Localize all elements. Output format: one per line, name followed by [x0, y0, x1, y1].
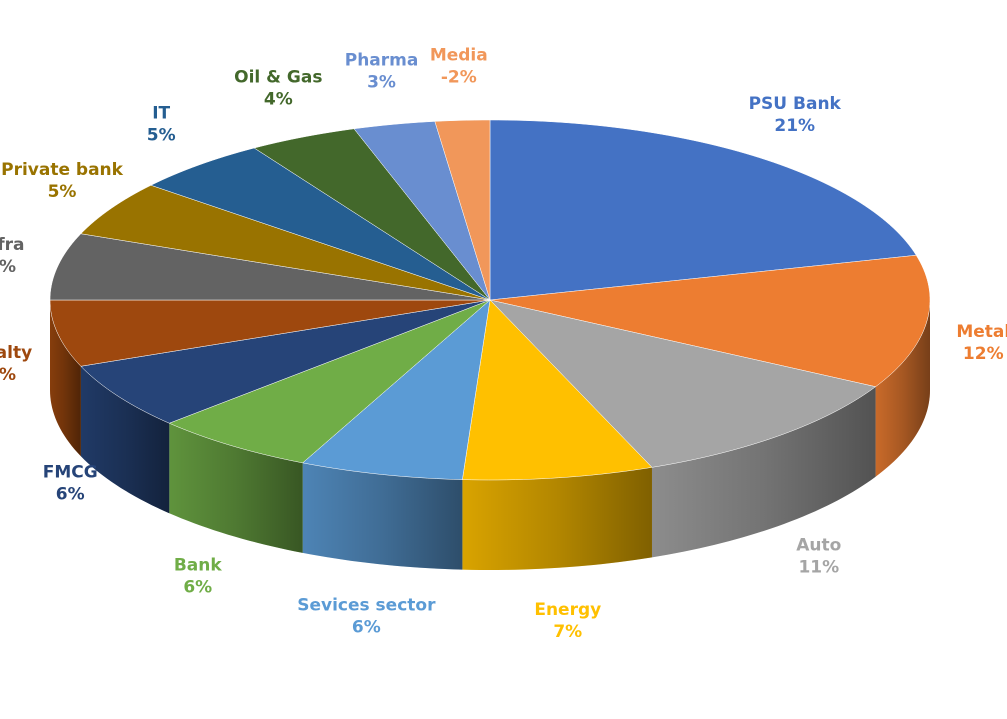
category-label: Realty [0, 343, 32, 363]
pie-slice [489, 254, 931, 387]
pie-tops [49, 119, 931, 481]
pie-slice [168, 299, 491, 464]
value-label: 12% [963, 344, 1004, 364]
category-label: Infra [0, 235, 24, 255]
pie-slice [150, 147, 491, 301]
value-label: 11% [798, 558, 839, 578]
pie-slice [302, 299, 491, 480]
value-label: 7% [553, 622, 582, 642]
pie-wall-shade [80, 366, 170, 514]
pie-slice [80, 299, 491, 424]
category-label: Energy [534, 600, 601, 620]
category-label: Bank [174, 556, 223, 576]
pie-slice [253, 128, 491, 301]
category-label: IT [152, 103, 170, 123]
pie-walls [50, 300, 930, 570]
category-label: Pharma [345, 51, 419, 71]
value-label: 6% [0, 257, 16, 277]
pie-wall-shade [651, 386, 876, 558]
pie-wall-shade [169, 423, 303, 553]
value-label: 5% [48, 182, 77, 202]
value-label: 6% [183, 578, 212, 598]
category-label: Media [430, 45, 488, 65]
value-label: 6% [56, 484, 85, 504]
category-label: Oil & Gas [234, 67, 322, 87]
pie-slice [462, 299, 653, 481]
category-label: FMCG [43, 462, 98, 482]
value-label: 6% [0, 365, 16, 385]
value-label: 21% [774, 116, 815, 136]
pie-wall-shade [302, 462, 463, 570]
value-label: 3% [367, 73, 396, 93]
pie-wall-shade [875, 300, 930, 477]
value-label: 4% [264, 89, 293, 109]
category-label: Auto [796, 536, 841, 556]
pie-slice [49, 233, 491, 301]
value-label: 5% [147, 125, 176, 145]
pie-wall-shade [462, 467, 652, 570]
category-label: Sevices sector [297, 596, 436, 616]
pie-slice [353, 121, 491, 301]
pie-slice [80, 184, 491, 301]
category-label: Private bank [1, 160, 124, 180]
pie-wall-shade [50, 300, 81, 457]
value-label: 6% [352, 618, 381, 638]
pie-slice [489, 299, 877, 468]
pie-slice [434, 119, 491, 301]
category-label: PSU Bank [749, 94, 842, 114]
pie-slice [489, 119, 917, 301]
value-label: -2% [441, 67, 477, 87]
category-label: Metal [956, 322, 1007, 342]
pie-slice [49, 299, 491, 367]
